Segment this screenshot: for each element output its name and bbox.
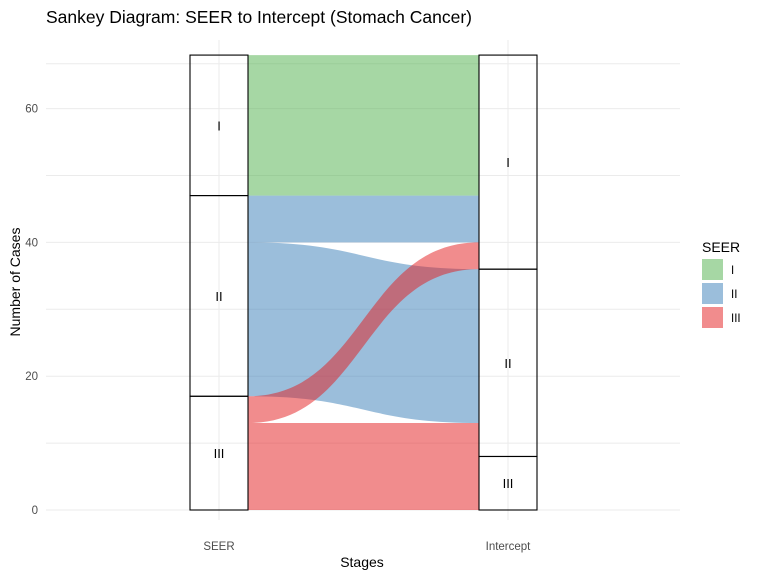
x-axis: SEER Intercept [203, 541, 531, 553]
legend-label-III: III [731, 313, 741, 325]
chart-title: Sankey Diagram: SEER to Intercept (Stoma… [46, 7, 472, 27]
flows [248, 55, 479, 510]
x-tick-label: Intercept [486, 541, 532, 553]
y-tick-label: 60 [25, 104, 38, 116]
y-axis: 0 20 40 60 [25, 104, 38, 517]
stratum-label-seer-III: III [214, 446, 225, 461]
y-tick-label: 0 [32, 505, 38, 517]
x-axis-title: Stages [340, 554, 384, 570]
stratum-label-intercept-III: III [503, 476, 514, 491]
legend-swatch-III [702, 307, 723, 328]
x-tick-label: SEER [203, 541, 234, 553]
legend-swatch-II [702, 283, 723, 304]
legend-label-II: II [731, 289, 737, 301]
stratum-label-seer-I: I [217, 118, 221, 133]
flow-II-to-I [248, 195, 479, 243]
stratum-label-seer-II: II [215, 289, 222, 304]
stratum-label-intercept-I: I [506, 155, 510, 170]
flow-III-to-I [248, 242, 479, 424]
y-tick-label: 20 [25, 371, 38, 383]
y-axis-title: Number of Cases [7, 228, 23, 337]
stratum-intercept-III [478, 455, 538, 511]
legend-title: SEER [702, 239, 740, 255]
stratum-seer-III [189, 395, 249, 511]
flow-III-to-II [248, 423, 479, 457]
legend-swatch-I [702, 259, 723, 280]
flow-I-to-I [248, 55, 479, 196]
y-tick-label: 40 [25, 237, 38, 249]
stratum-label-intercept-II: II [504, 356, 511, 371]
legend-label-I: I [731, 265, 734, 277]
flow-III-to-III [248, 456, 479, 510]
